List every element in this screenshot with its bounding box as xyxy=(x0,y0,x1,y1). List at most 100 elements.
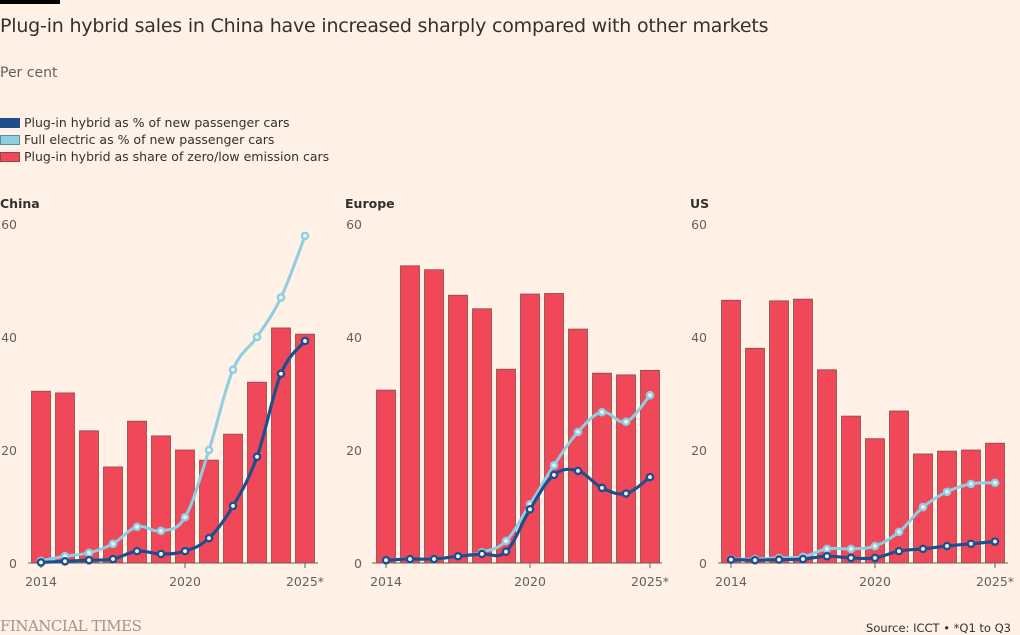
point-center xyxy=(159,528,163,533)
bar xyxy=(745,347,765,564)
bar xyxy=(841,415,861,564)
point-center xyxy=(945,489,949,494)
panel-title-china: China xyxy=(0,196,40,211)
point-center xyxy=(600,485,604,490)
point-center xyxy=(255,454,259,459)
point-center xyxy=(873,544,877,548)
point-center xyxy=(303,233,307,238)
point-center xyxy=(207,448,211,452)
y-tick-label: 20 xyxy=(691,443,707,458)
bar xyxy=(55,392,75,564)
point-center xyxy=(945,544,949,548)
point-center xyxy=(279,295,283,300)
point-center xyxy=(825,554,829,559)
point-center xyxy=(729,557,733,562)
point-center xyxy=(111,541,115,546)
bar xyxy=(568,328,588,564)
point-center xyxy=(87,550,91,555)
chart-title: Plug-in hybrid sales in China have incre… xyxy=(0,15,769,37)
point-center xyxy=(921,546,925,551)
x-tick-label: 2014 xyxy=(715,574,747,589)
x-tick-label: 2020 xyxy=(169,574,201,589)
source-note: Source: ICCT • *Q1 to Q3 xyxy=(866,621,1011,635)
bar xyxy=(400,265,420,564)
y-tick-label: 0 xyxy=(699,556,707,571)
y-tick-label: 40 xyxy=(1,330,17,345)
legend-label-phev: Plug-in hybrid as % of new passenger car… xyxy=(24,115,290,130)
point-center xyxy=(648,393,652,398)
point-center xyxy=(849,546,853,551)
x-tick-label: 2025* xyxy=(976,574,1014,589)
point-center xyxy=(39,560,43,565)
point-center xyxy=(576,430,580,434)
point-center xyxy=(552,463,556,468)
bar xyxy=(721,299,741,564)
y-tick-label: 60 xyxy=(1,217,17,232)
point-center xyxy=(135,524,139,529)
bar xyxy=(223,433,243,564)
legend-label-phev-share: Plug-in hybrid as share of zero/low emis… xyxy=(24,149,330,164)
bar xyxy=(295,333,315,564)
point-center xyxy=(231,504,235,508)
bar xyxy=(151,435,171,564)
point-center xyxy=(897,530,901,534)
legend-item-bev: Full electric as % of new passenger cars xyxy=(0,131,329,148)
x-tick-label: 2014 xyxy=(370,574,402,589)
point-center xyxy=(183,515,187,520)
bar xyxy=(592,372,612,564)
panel-title-us: US xyxy=(690,196,710,211)
point-center xyxy=(255,335,259,339)
chart-subtitle: Per cent xyxy=(0,65,58,81)
point-center xyxy=(504,549,508,554)
point-center xyxy=(159,552,163,556)
bar xyxy=(769,300,789,564)
legend-swatch-phev-share xyxy=(0,151,20,162)
point-center xyxy=(969,482,973,486)
point-center xyxy=(777,557,781,562)
point-center xyxy=(552,472,556,477)
point-center xyxy=(87,558,91,563)
x-tick-label: 2020 xyxy=(859,574,891,589)
point-center xyxy=(480,552,484,556)
point-center xyxy=(384,558,388,563)
legend-item-phev-share: Plug-in hybrid as share of zero/low emis… xyxy=(0,148,329,165)
point-center xyxy=(111,557,115,561)
bar xyxy=(376,389,396,564)
point-center xyxy=(408,557,412,561)
bar xyxy=(889,410,909,564)
bar xyxy=(817,369,837,564)
y-tick-label: 0 xyxy=(9,556,17,571)
x-tick-label: 2025* xyxy=(631,574,669,589)
y-tick-label: 40 xyxy=(691,330,707,345)
ft-logo: FINANCIAL TIMES xyxy=(0,617,142,635)
point-center xyxy=(753,558,757,563)
point-center xyxy=(456,554,460,559)
point-center xyxy=(135,549,139,554)
panel-china: 0 20 40 60 2014 2020 2025* xyxy=(1,217,324,589)
legend-item-phev: Plug-in hybrid as % of new passenger car… xyxy=(0,114,329,131)
point-center xyxy=(921,505,925,509)
point-center xyxy=(873,556,877,560)
ft-top-bar xyxy=(0,0,60,4)
point-center xyxy=(303,339,307,343)
x-tick-label: 2014 xyxy=(25,574,57,589)
point-center xyxy=(207,536,211,541)
bar xyxy=(544,293,564,564)
point-center xyxy=(183,549,187,554)
point-center xyxy=(576,469,580,473)
point-center xyxy=(528,507,532,512)
x-tick-label: 2025* xyxy=(286,574,324,589)
point-center xyxy=(849,556,853,560)
point-center xyxy=(279,371,283,376)
point-center xyxy=(969,541,973,546)
y-tick-label: 0 xyxy=(354,556,362,571)
point-center xyxy=(801,557,805,561)
y-tick-label: 20 xyxy=(1,443,17,458)
panel-us: 0 20 40 60 2014 2020 2025* xyxy=(691,217,1014,589)
legend-label-bev: Full electric as % of new passenger cars xyxy=(24,132,275,147)
point-center xyxy=(63,559,67,564)
panel-title-europe: Europe xyxy=(345,196,395,211)
bar xyxy=(793,298,813,564)
bar xyxy=(472,308,492,564)
